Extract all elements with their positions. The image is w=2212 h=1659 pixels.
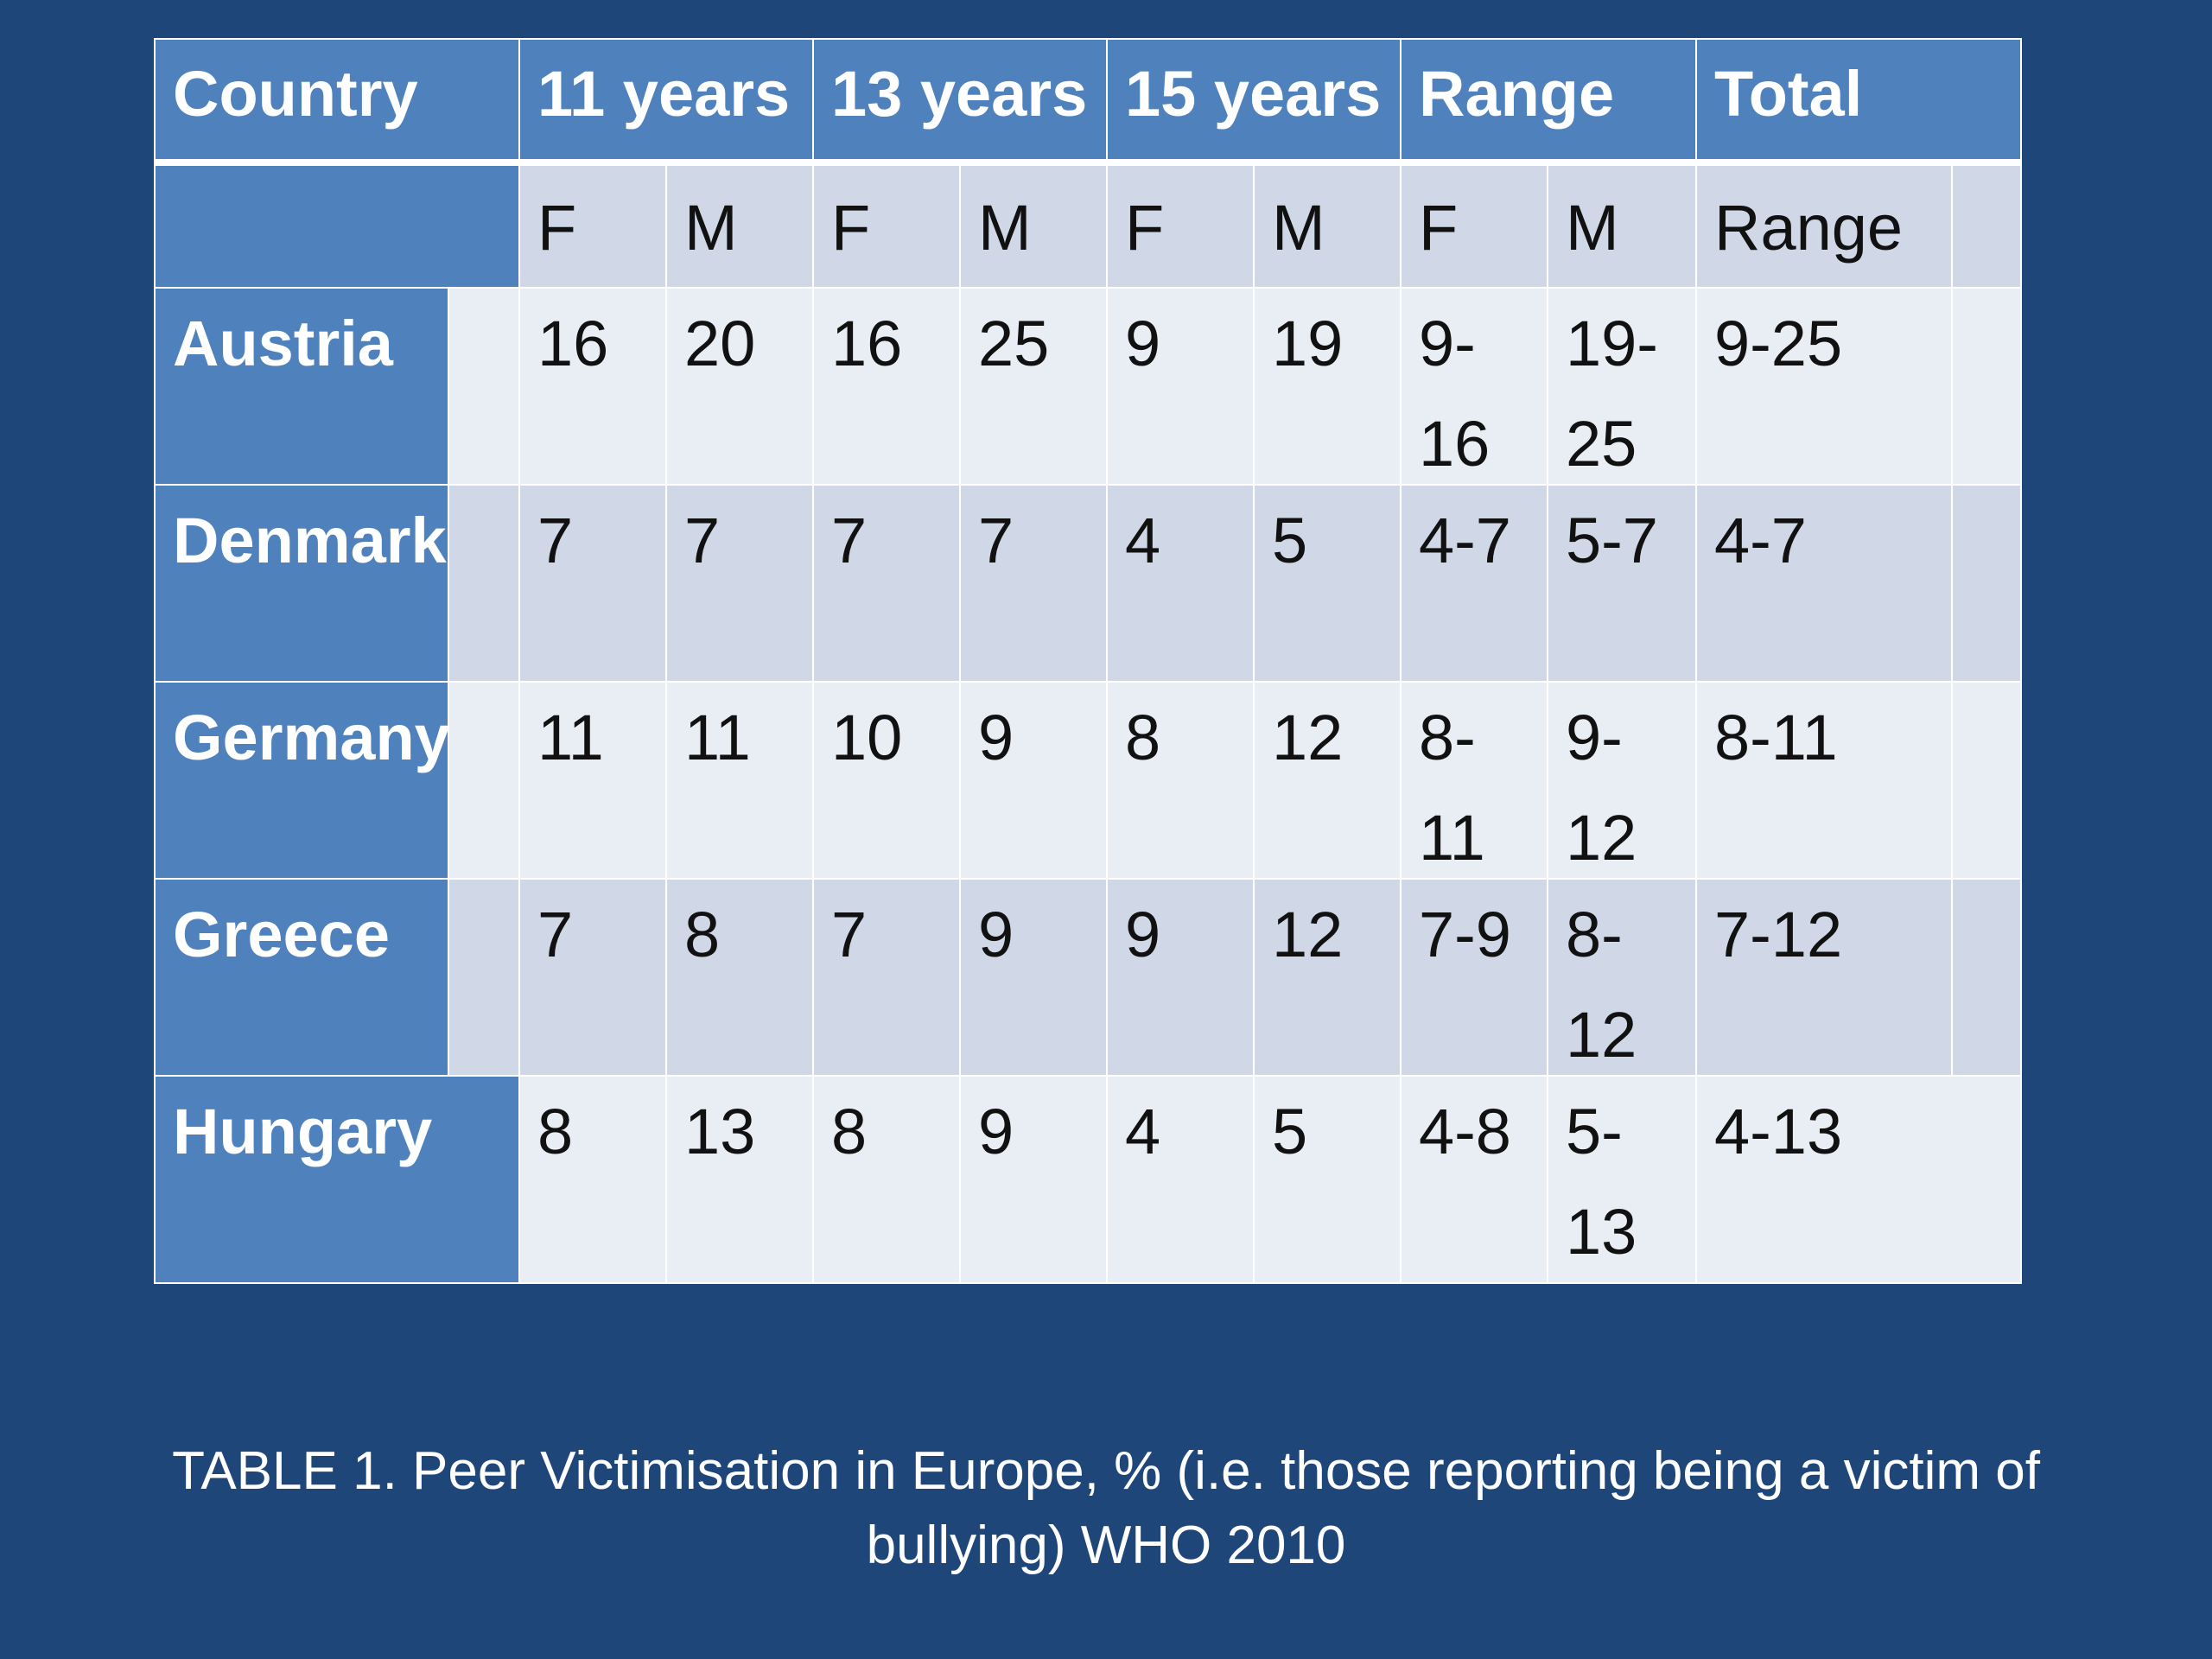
cell-m-13: 7 xyxy=(959,484,1108,683)
header-total: Total xyxy=(1695,38,2022,161)
cell-extra xyxy=(1951,484,2022,683)
row-gap xyxy=(448,484,520,683)
header-13-years: 13 years xyxy=(812,38,1108,161)
cell-extra xyxy=(1951,878,2022,1077)
subheader-f-range: F xyxy=(1400,164,1548,289)
header-separator xyxy=(154,159,2022,166)
subheader-f-13: F xyxy=(812,164,961,289)
subheader-m-13: M xyxy=(959,164,1108,289)
header-11-years: 11 years xyxy=(518,38,814,161)
cell-f-11: 16 xyxy=(518,287,667,486)
subheader-f-11: F xyxy=(518,164,667,289)
cell-range-m: 8-12 xyxy=(1547,878,1697,1077)
subheader-extra xyxy=(1951,164,2022,289)
cell-f-11: 11 xyxy=(518,681,667,880)
cell-m-13: 9 xyxy=(959,878,1108,1077)
cell-range-f: 4-7 xyxy=(1400,484,1548,683)
cell-extra xyxy=(1951,681,2022,880)
cell-range-f: 9-16 xyxy=(1400,287,1548,486)
cell-m-15: 12 xyxy=(1253,681,1402,880)
cell-range-m: 5-13 xyxy=(1547,1075,1697,1284)
cell-f-11: 7 xyxy=(518,878,667,1077)
subheader-total-range: Range xyxy=(1695,164,1953,289)
cell-total: 4-13 xyxy=(1695,1075,2022,1284)
cell-total: 4-7 xyxy=(1695,484,1953,683)
cell-m-11: 11 xyxy=(665,681,814,880)
cell-f-15: 8 xyxy=(1106,681,1255,880)
header-range: Range xyxy=(1400,38,1697,161)
cell-range-m: 9-12 xyxy=(1547,681,1697,880)
cell-m-13: 9 xyxy=(959,681,1108,880)
subheader-m-11: M xyxy=(665,164,814,289)
cell-m-11: 13 xyxy=(665,1075,814,1284)
cell-f-15: 9 xyxy=(1106,878,1255,1077)
subheader-m-15: M xyxy=(1253,164,1402,289)
table-caption: TABLE 1. Peer Victimisation in Europe, %… xyxy=(172,1441,2040,1575)
cell-total: 9-25 xyxy=(1695,287,1953,486)
cell-f-15: 4 xyxy=(1106,484,1255,683)
row-country: Germany xyxy=(154,681,449,880)
row-country: Greece xyxy=(154,878,449,1077)
cell-m-13: 25 xyxy=(959,287,1108,486)
subheader-m-range: M xyxy=(1547,164,1697,289)
cell-m-15: 5 xyxy=(1253,1075,1402,1284)
cell-m-11: 7 xyxy=(665,484,814,683)
row-country: Austria xyxy=(154,287,449,486)
row-gap xyxy=(448,287,520,486)
subheader-f-15: F xyxy=(1106,164,1255,289)
cell-f-15: 4 xyxy=(1106,1075,1255,1284)
subheader-blank xyxy=(154,164,520,289)
cell-f-13: 7 xyxy=(812,484,961,683)
cell-f-11: 8 xyxy=(518,1075,667,1284)
cell-range-f: 8-11 xyxy=(1400,681,1548,880)
cell-f-11: 7 xyxy=(518,484,667,683)
row-country: Denmark xyxy=(154,484,449,683)
row-gap xyxy=(448,878,520,1077)
cell-m-15: 12 xyxy=(1253,878,1402,1077)
cell-extra xyxy=(1951,287,2022,486)
cell-f-13: 7 xyxy=(812,878,961,1077)
cell-range-f: 4-8 xyxy=(1400,1075,1548,1284)
cell-m-13: 9 xyxy=(959,1075,1108,1284)
cell-m-15: 5 xyxy=(1253,484,1402,683)
cell-range-m: 19-25 xyxy=(1547,287,1697,486)
cell-m-11: 20 xyxy=(665,287,814,486)
cell-m-11: 8 xyxy=(665,878,814,1077)
header-country: Country xyxy=(154,38,520,161)
cell-f-13: 8 xyxy=(812,1075,961,1284)
header-15-years: 15 years xyxy=(1106,38,1402,161)
cell-f-13: 16 xyxy=(812,287,961,486)
cell-range-f: 7-9 xyxy=(1400,878,1548,1077)
victimisation-table: Country 11 years 13 years 15 years Range… xyxy=(154,38,2022,1284)
row-gap xyxy=(448,681,520,880)
cell-total: 7-12 xyxy=(1695,878,1953,1077)
cell-f-13: 10 xyxy=(812,681,961,880)
row-country: Hungary xyxy=(154,1075,520,1284)
cell-range-m: 5-7 xyxy=(1547,484,1697,683)
cell-m-15: 19 xyxy=(1253,287,1402,486)
cell-total: 8-11 xyxy=(1695,681,1953,880)
cell-f-15: 9 xyxy=(1106,287,1255,486)
